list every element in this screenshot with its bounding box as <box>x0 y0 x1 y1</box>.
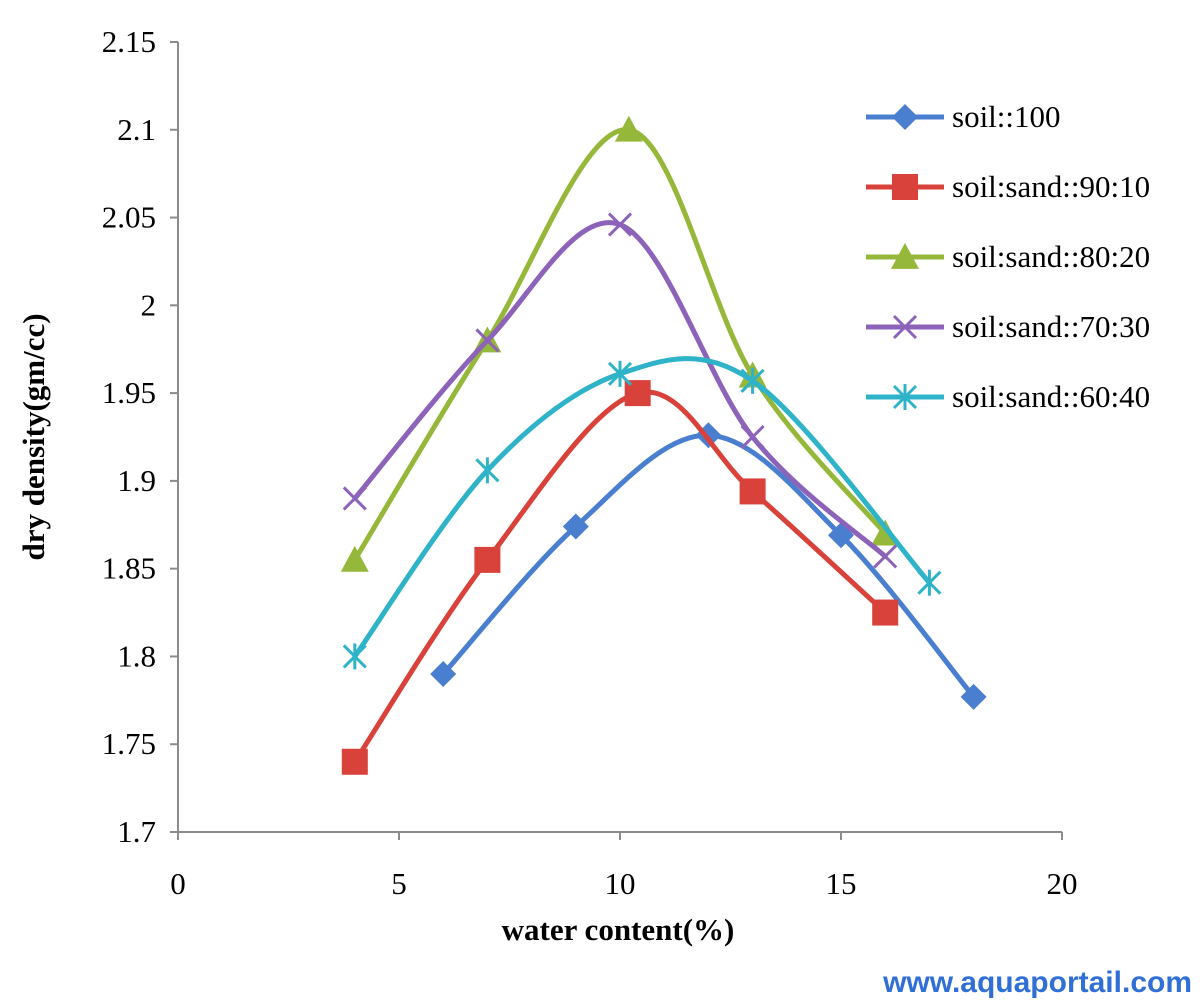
legend-label: soil:sand::70:30 <box>952 309 1150 344</box>
y-tick-label: 1.7 <box>117 814 156 849</box>
data-point <box>342 643 367 670</box>
data-point <box>562 513 589 540</box>
data-point <box>614 115 643 142</box>
x-tick-label: 20 <box>1047 866 1078 901</box>
legend-label: soil::100 <box>952 99 1061 134</box>
y-tick-label: 2.15 <box>102 24 156 59</box>
data-point <box>430 661 457 687</box>
x-tick-label: 10 <box>605 866 636 901</box>
data-point <box>607 212 633 237</box>
series-line <box>352 127 888 563</box>
legend-item: soil:sand::80:20 <box>866 239 1150 274</box>
data-point <box>341 748 368 775</box>
x-tick-label: 5 <box>391 866 407 901</box>
data-point <box>740 424 765 450</box>
legend-marker <box>892 314 918 340</box>
legend-label: soil:sand::90:10 <box>952 169 1150 204</box>
legend-marker <box>892 174 918 200</box>
series-4 <box>342 212 898 569</box>
axes: 1.7 1.75 1.8 1.85 1.9 1.95 2 2.05 2.1 2.15 0 5 10 15… <box>102 24 1078 901</box>
y-tick-label: 1.85 <box>102 551 156 586</box>
data-point <box>607 360 633 387</box>
x-ticks: 0 5 10 15 20 <box>170 832 1078 901</box>
y-axis-title: dry density(gm/cc) <box>16 313 51 560</box>
series-5 <box>342 356 942 670</box>
legend-marker <box>891 243 919 269</box>
x-tick-label: 15 <box>826 866 857 901</box>
data-point <box>475 457 500 484</box>
y-tick-label: 1.9 <box>117 463 156 498</box>
y-ticks: 1.7 1.75 1.8 1.85 1.9 1.95 2 2.05 2.1 2.15 <box>102 24 178 849</box>
legend-item: soil:sand::70:30 <box>866 309 1150 344</box>
legend: soil::100soil:sand::90:10soil:sand::80:2… <box>866 99 1150 414</box>
legend-item: soil::100 <box>866 99 1061 134</box>
y-tick-label: 2.1 <box>117 112 156 147</box>
data-point <box>340 545 369 572</box>
series-layer <box>340 115 987 775</box>
legend-marker <box>892 384 918 410</box>
legend-item: soil:sand::90:10 <box>866 169 1150 204</box>
y-tick-label: 2 <box>141 287 157 322</box>
y-tick-label: 1.75 <box>102 726 156 761</box>
data-point <box>474 546 501 573</box>
data-point <box>342 486 367 511</box>
legend-label: soil:sand::80:20 <box>952 239 1150 274</box>
legend-marker <box>892 104 918 130</box>
data-point <box>917 569 942 596</box>
data-point <box>740 367 765 394</box>
legend-item: soil:sand::60:40 <box>866 379 1150 414</box>
x-axis-title: water content(%) <box>502 912 735 947</box>
legend-label: soil:sand::60:40 <box>952 379 1150 414</box>
y-tick-label: 2.05 <box>102 200 156 235</box>
data-point <box>739 478 766 505</box>
y-tick-label: 1.95 <box>102 375 156 410</box>
data-point <box>872 599 899 626</box>
series-line <box>352 220 888 559</box>
series-1 <box>430 422 987 710</box>
series-3 <box>340 115 900 572</box>
x-tick-label: 0 <box>170 866 186 901</box>
data-point <box>873 544 898 569</box>
y-tick-label: 1.8 <box>117 638 156 673</box>
data-point <box>475 328 500 353</box>
watermark-text: www.aquaportail.com <box>882 966 1192 999</box>
data-point <box>960 683 987 710</box>
